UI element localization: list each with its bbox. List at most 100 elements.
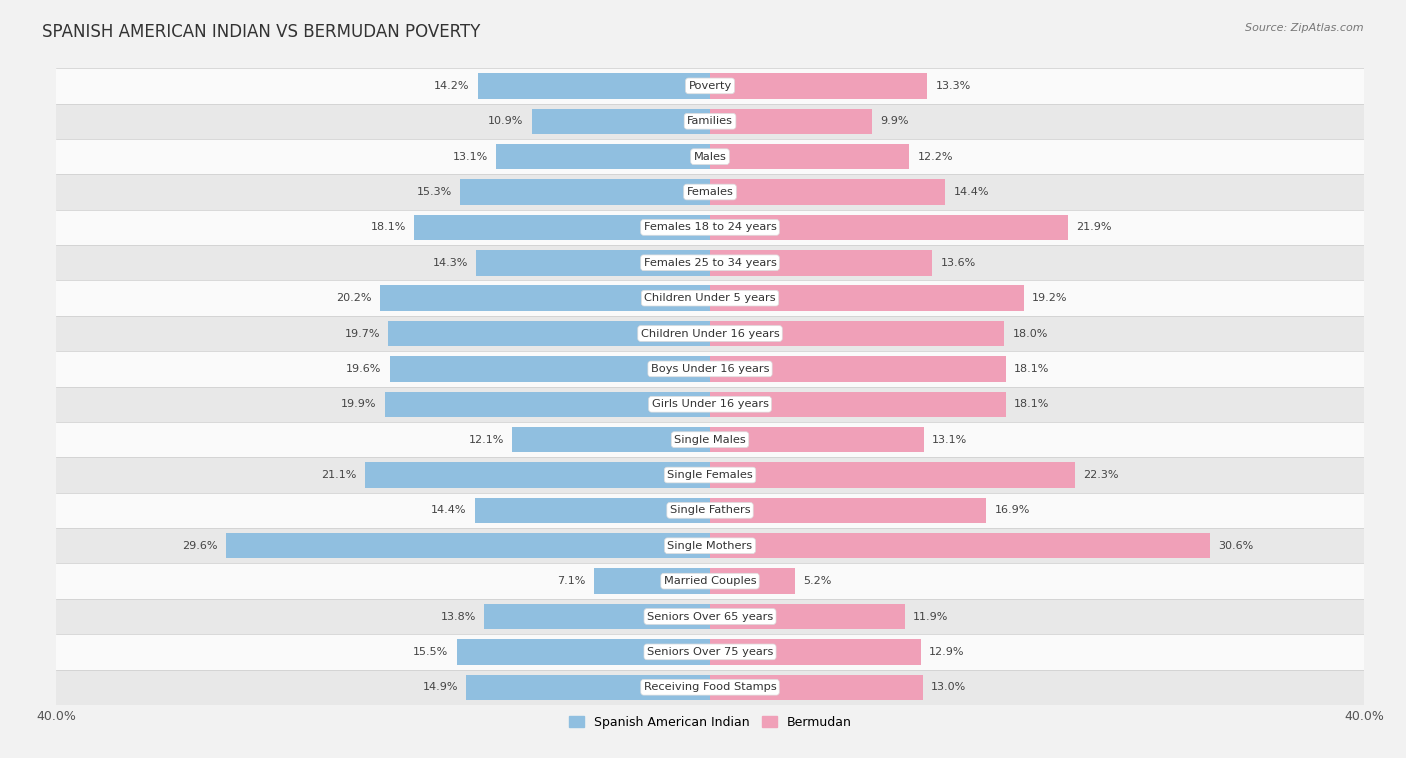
Bar xyxy=(226,533,710,559)
Text: 12.2%: 12.2% xyxy=(918,152,953,161)
Text: 15.5%: 15.5% xyxy=(413,647,449,657)
Bar xyxy=(56,68,1364,104)
Bar xyxy=(710,74,928,99)
Text: Seniors Over 75 years: Seniors Over 75 years xyxy=(647,647,773,657)
Legend: Spanish American Indian, Bermudan: Spanish American Indian, Bermudan xyxy=(564,711,856,734)
Text: 22.3%: 22.3% xyxy=(1083,470,1118,480)
Text: 13.0%: 13.0% xyxy=(931,682,966,692)
Bar xyxy=(56,139,1364,174)
Text: Seniors Over 65 years: Seniors Over 65 years xyxy=(647,612,773,622)
Bar xyxy=(485,604,710,629)
Text: 18.0%: 18.0% xyxy=(1012,328,1047,339)
Bar xyxy=(460,180,710,205)
Text: SPANISH AMERICAN INDIAN VS BERMUDAN POVERTY: SPANISH AMERICAN INDIAN VS BERMUDAN POVE… xyxy=(42,23,481,41)
Text: 16.9%: 16.9% xyxy=(994,506,1029,515)
Bar xyxy=(512,427,710,453)
Bar xyxy=(710,286,1024,311)
Text: 29.6%: 29.6% xyxy=(183,540,218,551)
Text: Children Under 16 years: Children Under 16 years xyxy=(641,328,779,339)
Text: 19.2%: 19.2% xyxy=(1032,293,1067,303)
Bar xyxy=(531,108,710,134)
Bar xyxy=(710,462,1074,487)
Text: 14.4%: 14.4% xyxy=(432,506,467,515)
Text: 5.2%: 5.2% xyxy=(803,576,831,586)
Text: 14.4%: 14.4% xyxy=(953,187,988,197)
Text: Children Under 5 years: Children Under 5 years xyxy=(644,293,776,303)
Text: 10.9%: 10.9% xyxy=(488,116,523,127)
Text: 13.1%: 13.1% xyxy=(453,152,488,161)
Bar xyxy=(415,215,710,240)
Bar xyxy=(385,392,710,417)
Bar xyxy=(56,104,1364,139)
Text: Single Fathers: Single Fathers xyxy=(669,506,751,515)
Text: 19.9%: 19.9% xyxy=(342,399,377,409)
Bar xyxy=(710,144,910,169)
Bar xyxy=(478,74,710,99)
Text: Females 18 to 24 years: Females 18 to 24 years xyxy=(644,222,776,233)
Text: 7.1%: 7.1% xyxy=(557,576,586,586)
Text: Males: Males xyxy=(693,152,727,161)
Bar xyxy=(388,321,710,346)
Text: 20.2%: 20.2% xyxy=(336,293,371,303)
Text: Single Females: Single Females xyxy=(668,470,752,480)
Bar xyxy=(56,387,1364,422)
Bar xyxy=(56,422,1364,457)
Text: Boys Under 16 years: Boys Under 16 years xyxy=(651,364,769,374)
Bar xyxy=(56,669,1364,705)
Bar xyxy=(496,144,710,169)
Bar xyxy=(475,498,710,523)
Text: Single Mothers: Single Mothers xyxy=(668,540,752,551)
Text: Single Males: Single Males xyxy=(673,434,747,445)
Text: 14.3%: 14.3% xyxy=(433,258,468,268)
Bar xyxy=(710,321,1004,346)
Bar xyxy=(710,215,1069,240)
Text: 9.9%: 9.9% xyxy=(880,116,908,127)
Bar xyxy=(710,392,1005,417)
Text: 12.9%: 12.9% xyxy=(929,647,965,657)
Text: 13.8%: 13.8% xyxy=(441,612,477,622)
Text: 19.7%: 19.7% xyxy=(344,328,380,339)
Text: 13.6%: 13.6% xyxy=(941,258,976,268)
Text: 18.1%: 18.1% xyxy=(1014,399,1049,409)
Bar xyxy=(710,604,904,629)
Bar xyxy=(366,462,710,487)
Bar xyxy=(56,563,1364,599)
Bar xyxy=(56,634,1364,669)
Bar xyxy=(56,599,1364,634)
Text: Females: Females xyxy=(686,187,734,197)
Bar xyxy=(56,493,1364,528)
Text: Families: Families xyxy=(688,116,733,127)
Bar xyxy=(710,108,872,134)
Text: Poverty: Poverty xyxy=(689,81,731,91)
Text: 30.6%: 30.6% xyxy=(1219,540,1254,551)
Bar xyxy=(56,245,1364,280)
Bar xyxy=(710,498,986,523)
Bar xyxy=(56,174,1364,210)
Text: 21.9%: 21.9% xyxy=(1076,222,1112,233)
Text: 18.1%: 18.1% xyxy=(1014,364,1049,374)
Text: Girls Under 16 years: Girls Under 16 years xyxy=(651,399,769,409)
Bar xyxy=(477,250,710,275)
Bar xyxy=(710,639,921,665)
Text: 21.1%: 21.1% xyxy=(322,470,357,480)
Text: 14.2%: 14.2% xyxy=(434,81,470,91)
Bar xyxy=(593,568,710,594)
Text: 13.3%: 13.3% xyxy=(935,81,970,91)
Bar xyxy=(710,675,922,700)
Bar xyxy=(56,457,1364,493)
Bar xyxy=(710,568,794,594)
Bar xyxy=(56,280,1364,316)
Text: 15.3%: 15.3% xyxy=(416,187,451,197)
Bar xyxy=(710,533,1211,559)
Text: 14.9%: 14.9% xyxy=(423,682,458,692)
Text: 19.6%: 19.6% xyxy=(346,364,381,374)
Bar xyxy=(389,356,710,381)
Bar xyxy=(380,286,710,311)
Bar xyxy=(710,180,945,205)
Bar xyxy=(56,316,1364,351)
Bar xyxy=(56,210,1364,245)
Bar xyxy=(710,356,1005,381)
Text: Source: ZipAtlas.com: Source: ZipAtlas.com xyxy=(1246,23,1364,33)
Bar xyxy=(56,528,1364,563)
Text: Receiving Food Stamps: Receiving Food Stamps xyxy=(644,682,776,692)
